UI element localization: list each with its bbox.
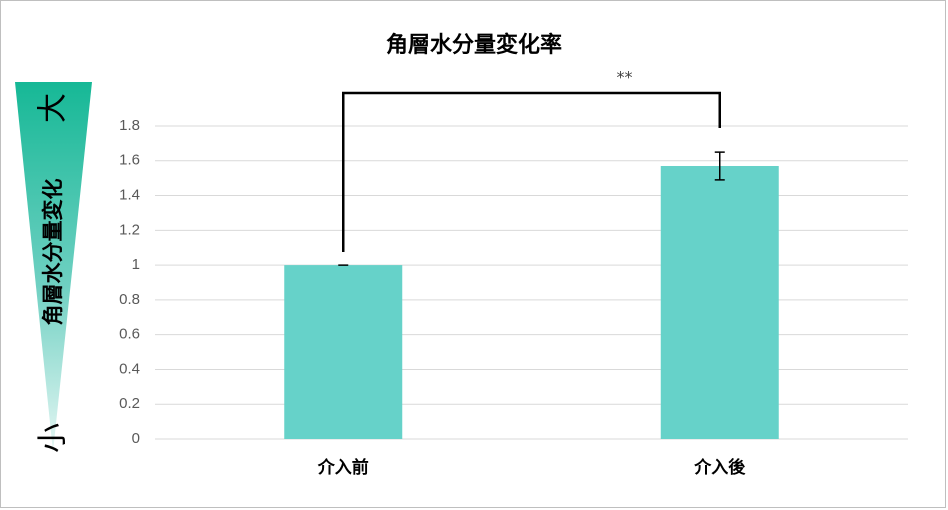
y-tick-label: 0 <box>132 430 140 447</box>
chart-title: 角層水分量変化率 <box>386 32 562 58</box>
bar <box>284 265 403 439</box>
x-tick-label: 介入後 <box>693 457 746 478</box>
y-low-label: 小 <box>36 423 71 453</box>
bar <box>660 165 779 439</box>
y-axis-label: 角層水分量変化 <box>41 179 65 326</box>
scale-triangle <box>15 82 92 452</box>
y-tick-label: 0.6 <box>119 326 140 343</box>
y-tick-label: 1.2 <box>119 221 140 238</box>
y-tick-label: 1.8 <box>119 117 140 134</box>
y-high-label: 大 <box>36 93 71 123</box>
y-tick-label: 0.4 <box>119 360 140 377</box>
y-tick-label: 1 <box>132 256 140 273</box>
error-bar <box>714 151 725 181</box>
significance-bracket <box>342 91 721 252</box>
y-tick-label: 0.2 <box>119 395 140 412</box>
x-tick-label: 介入前 <box>317 457 369 478</box>
y-tick-label: 1.6 <box>119 152 140 169</box>
significance-label: ** <box>617 68 633 87</box>
y-tick-label: 1.4 <box>119 187 140 204</box>
y-tick-label: 0.8 <box>119 291 140 308</box>
